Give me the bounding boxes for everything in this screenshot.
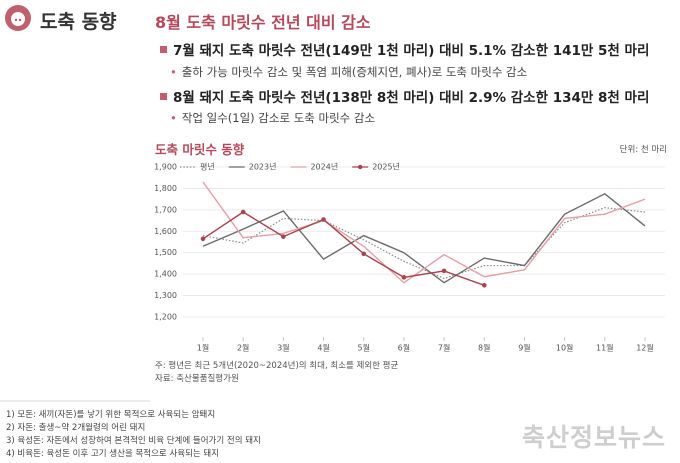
x-tick-label: 7월 [438,343,450,353]
marker [361,251,367,257]
point: 8월 돼지 도축 마릿수 전년(138만 8천 마리) 대비 2.9% 감소한 … [160,86,649,106]
header-title: 도축 동향 [40,11,117,33]
watermark: 축산정보뉴스 [521,423,666,452]
marker [200,236,206,242]
x-tick-label: 2월 [237,343,249,353]
legend-marker [358,164,363,170]
x-tick-label: 4월 [317,343,329,353]
footnote: 2) 자돈: 출생~약 2개월령의 어린 돼지 [6,423,146,433]
unit: 단위: 천 마리 [619,145,667,155]
footnote: 4) 비육돈: 육성돈 이후 고기 생산을 목적으로 사육되는 돼지 [6,449,220,459]
series-line [202,181,646,284]
x-tick-label: 8월 [478,343,490,353]
x-tick-label: 3월 [277,343,289,353]
legend-label: 2023년 [249,162,277,172]
x-tick-label: 1월 [197,343,209,353]
header-icon-face [11,12,25,26]
chart-title: 도축 마릿수 동향 [155,142,245,157]
series-line [202,207,646,280]
heading: 8월 도축 마릿수 전년 대비 감소 [155,13,371,32]
legend-label: 2024년 [310,162,338,172]
marker [321,217,326,222]
legend-label: 2025년 [372,162,400,172]
sub-point: 출하 가능 마릿수 감소 및 폭염 피해(증체지연, 폐사)로 도축 마릿수 감… [170,64,527,80]
legend-label: 평년 [200,162,215,172]
chart-note: 주: 평년은 최근 5개년(2020~2024년)의 최대, 최소를 제외한 평… [155,361,399,371]
x-tick-label: 11월 [596,343,614,353]
y-tick-label: 1,900 [154,163,177,172]
y-tick-label: 1,300 [154,291,177,300]
sub-point: 작업 일수(1일) 감소로 도축 마릿수 감소 [170,110,375,126]
y-tick-label: 1,600 [154,227,177,236]
y-tick-label: 1,200 [154,313,177,322]
x-tick-label: 10월 [556,343,574,353]
y-tick-label: 1,500 [154,248,177,257]
chart-source: 자료: 축산물품질평가원 [155,374,239,384]
marker [281,234,286,239]
marker [240,209,246,215]
x-tick-label: 12월 [636,343,654,353]
series-line [202,192,646,284]
marker [441,268,447,274]
x-tick-label: 9월 [518,343,530,353]
footnote: 1) 모돈: 새끼(자돈)를 낳기 위한 목적으로 사육되는 암퇘지 [6,410,216,420]
marker [401,275,407,280]
y-tick-label: 1,800 [154,184,177,193]
series-line [202,211,485,286]
x-tick-label: 6월 [398,343,410,353]
y-tick-label: 1,700 [154,205,177,214]
footnote: 3) 육성돈: 자돈에서 성장하여 본격적인 비육 단계에 들어가기 전의 돼지 [6,436,261,446]
marker [481,282,487,288]
header-icon-nose [14,18,18,22]
x-tick-label: 5월 [358,343,370,353]
y-tick-label: 1,400 [154,270,177,279]
header-icon-nose [18,18,22,22]
point: 7월 돼지 도축 마릿수 전년(149만 1천 마리) 대비 5.1% 감소한 … [160,39,649,59]
